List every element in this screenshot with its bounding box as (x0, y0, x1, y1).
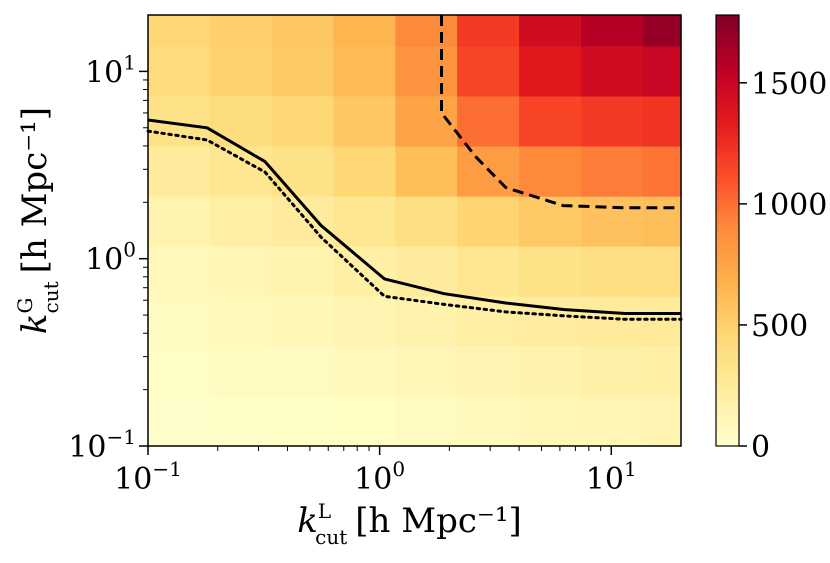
heatmap-cell (580, 95, 644, 147)
x-tick-label: 100 (354, 457, 405, 497)
heatmap-cell (209, 345, 273, 397)
heatmap-cell (271, 95, 335, 147)
heatmap-cell (333, 345, 397, 397)
contour-lines (146, 15, 683, 321)
heatmap-cell (333, 145, 397, 197)
heatmap-cell (148, 345, 211, 397)
heatmap-cell (580, 296, 644, 347)
heatmap-cell (457, 395, 520, 447)
heatmap-cell (580, 145, 644, 197)
heatmap-cell (642, 296, 682, 347)
heatmap-cell (395, 345, 458, 397)
y-axis: 10−1 100 101 (68, 50, 148, 465)
x-axis-label: kL cut [h Mpc⁻¹] (297, 499, 521, 549)
heatmap-cell (209, 15, 273, 47)
heatmap-cell (642, 345, 682, 397)
x-tick-label: 10−1 (114, 457, 182, 497)
heatmap-cell (519, 196, 582, 247)
x-tick-label: 101 (586, 457, 637, 497)
heatmap-cell (457, 45, 520, 97)
heatmap-cell (333, 45, 397, 97)
plot-frame (147, 14, 682, 447)
heatmap-cell (457, 245, 520, 297)
y-tick-label: 100 (85, 238, 136, 278)
heatmap-cell (457, 15, 520, 47)
heatmap-cell (642, 45, 682, 97)
heatmap-cell (209, 95, 273, 147)
y-axis-label: kG cut[h Mpc⁻¹] (13, 107, 63, 334)
heatmap-cell (457, 196, 520, 247)
heatmap-cell (209, 45, 273, 97)
heatmap-cell (395, 45, 458, 97)
heatmap-cell (642, 395, 682, 447)
heatmap-cell (457, 95, 520, 147)
heatmap-cell (642, 145, 682, 197)
heatmap-cell (519, 296, 582, 347)
heatmap-cell (271, 395, 335, 447)
heatmap-cell (395, 15, 458, 47)
heatmap-cell (209, 145, 273, 197)
heatmap-cell (457, 345, 520, 397)
heatmap-cell (519, 145, 582, 197)
heatmap-cell (580, 196, 644, 247)
heatmap-cell (395, 145, 458, 197)
contour-dashed (440, 15, 681, 210)
heatmap-cell (271, 145, 335, 197)
heatmap-cell (642, 196, 682, 247)
heatmap-cell (271, 345, 335, 397)
heatmap-cell (333, 95, 397, 147)
colorbar-tick-label: 1000 (751, 188, 827, 223)
heatmap-cell (148, 145, 211, 197)
heatmap-cell (519, 45, 582, 97)
heatmap-cell (333, 15, 397, 47)
heatmap-cell (395, 395, 458, 447)
heatmap-cell (642, 245, 682, 297)
heatmap-cell (271, 15, 335, 47)
heatmap-cell (519, 395, 582, 447)
heatmap-cell (395, 296, 458, 347)
heatmap-cell (271, 296, 335, 347)
heatmap-cell (580, 15, 644, 47)
colorbar-tick-label: 1500 (751, 67, 827, 102)
heatmap (148, 15, 682, 447)
heatmap-cell (519, 15, 582, 47)
heatmap-cell (148, 196, 211, 247)
heatmap-cell (271, 45, 335, 97)
heatmap-cell (519, 345, 582, 397)
heatmap-cell (333, 196, 397, 247)
colorbar-ticks: 0 500 1000 1500 (739, 67, 827, 465)
heatmap-cell (580, 395, 644, 447)
heatmap-cell (519, 245, 582, 297)
heatmap-cell (148, 15, 211, 47)
y-tick-label: 10−1 (68, 425, 136, 465)
heatmap-cell (271, 245, 335, 297)
heatmap-cell (580, 245, 644, 297)
heatmap-cell (209, 245, 273, 297)
heatmap-cell (209, 395, 273, 447)
heatmap-cell (148, 45, 211, 97)
x-axis: 10−1 100 101 (114, 446, 637, 497)
heatmap-cell (333, 395, 397, 447)
contour-dotted (146, 129, 683, 321)
y-tick-label: 101 (85, 50, 136, 90)
heatmap-cell (209, 296, 273, 347)
heatmap-cell (580, 45, 644, 97)
heatmap-cell (333, 296, 397, 347)
colorbar-tick-label: 500 (751, 309, 808, 344)
contour-solid (147, 118, 681, 315)
heatmap-cell (209, 196, 273, 247)
colorbar (715, 14, 740, 447)
heatmap-cell (642, 95, 682, 147)
heatmap-cell (148, 296, 211, 347)
heatmap-cell (148, 395, 211, 447)
heatmap-cell (519, 95, 582, 147)
heatmap-cell (333, 245, 397, 297)
heatmap-cell (148, 245, 211, 297)
heatmap-cell (580, 345, 644, 397)
colorbar-tick-label: 0 (751, 430, 770, 465)
heatmap-cell (395, 196, 458, 247)
heatmap-cell (642, 15, 682, 47)
